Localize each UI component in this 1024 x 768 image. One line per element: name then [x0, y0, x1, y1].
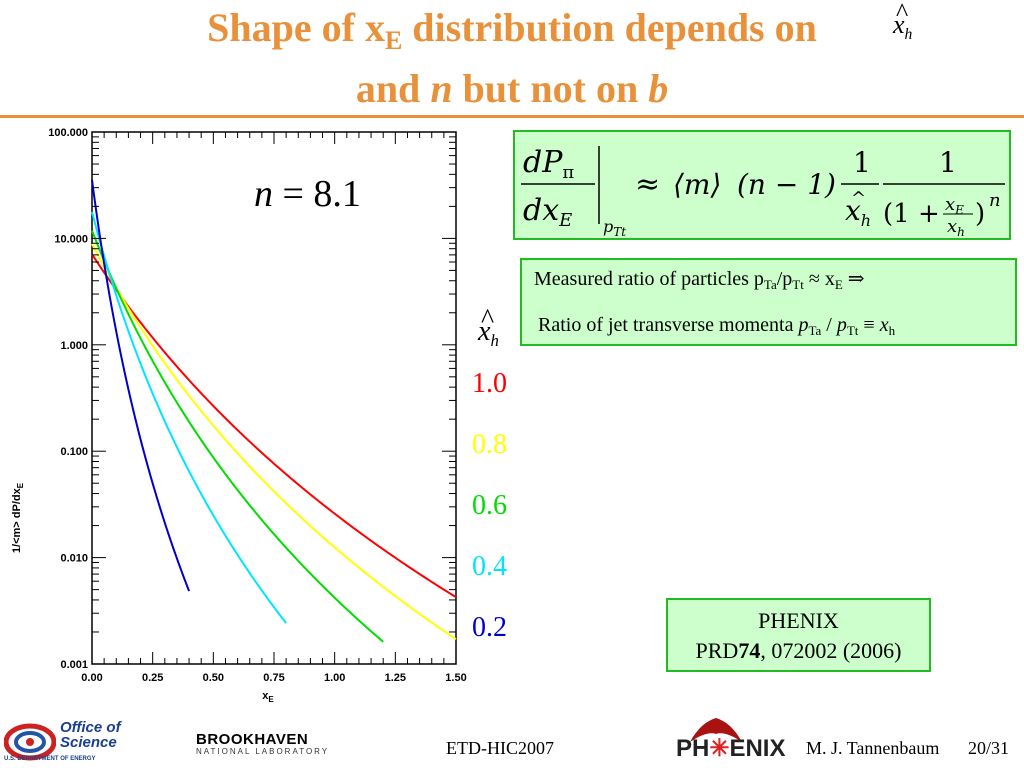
page-number: 20/31 [968, 738, 1010, 758]
curve-xh-0.4 [91, 211, 287, 624]
curve-xh-0.6 [91, 230, 384, 643]
y-axis-label: 1/<m> dP/dxE [11, 482, 25, 553]
legend-value-0.4: 0.4 [472, 551, 507, 582]
curve-xh-0.8 [91, 243, 457, 641]
curve-xh-0.2 [91, 179, 191, 592]
formula-equation: dPπ dxE pTt ≈ ⟨m⟩ (n − 1) 1 xh ^ 1 (1 + … [521, 145, 1005, 239]
slide-title: Shape of xE distribution depends on and … [0, 4, 1024, 113]
x-tick-label: 1.50 [445, 672, 466, 684]
x-tick-label: 0.25 [142, 672, 163, 684]
y-tick-label: 100.000 [48, 127, 88, 139]
office-line-2: Science [60, 734, 117, 751]
formula-approx: ≈ [635, 167, 660, 202]
phenix-logo-text-a: PH [676, 735, 710, 762]
y-tick-label: 0.001 [60, 659, 88, 671]
y-tick-label: 0.010 [60, 553, 88, 565]
x-tick-label: 1.25 [385, 672, 406, 684]
phenix-logo-text-b: ENIX [729, 735, 786, 762]
formula-n-minus-1: (n − 1) [737, 168, 836, 201]
y-tick-label: 0.100 [60, 446, 88, 458]
curve-xh-1.0 [91, 253, 457, 599]
formula-lhs-num: dPπ [523, 145, 574, 183]
ratio-line-1: Measured ratio of particles pTa/pTt ≈ xE… [534, 268, 865, 292]
formula-exponent: n [989, 190, 1001, 211]
formula-frac-num: xE [945, 194, 964, 217]
xhat-legend-heading: ^ xh [478, 304, 499, 350]
formula-denom-open: (1 + [883, 199, 940, 229]
reference-box: PHENIX PRD74, 072002 (2006) [666, 598, 931, 672]
x-tick-label: 0.00 [81, 672, 102, 684]
office-line-1: Office of [60, 719, 121, 736]
x-axis-label: xE [262, 690, 274, 704]
office-of-science-logo: Office of Science U.S. DEPARTMENT OF ENE… [4, 720, 154, 764]
formula-eval-sub: pTt [603, 217, 626, 238]
formula-one-b: 1 [939, 146, 957, 179]
phenix-star-icon: ✳ [709, 735, 730, 762]
formula-lhs-den: dxE [523, 193, 572, 231]
reference-line-2: PRD74, 072002 (2006) [695, 638, 902, 663]
formula-xh: xh [845, 194, 871, 230]
plot-ticks [91, 132, 457, 665]
formula-one-a: 1 [853, 146, 871, 179]
x-tick-label: 1.00 [324, 672, 345, 684]
title-line-2: and n but not on b [355, 66, 669, 111]
y-tick-label: 1.000 [60, 340, 88, 352]
svg-text:^: ^ [851, 188, 866, 209]
legend-value-1.0: 1.0 [472, 368, 507, 399]
conference-name: ETD-HIC2007 [446, 738, 554, 758]
phoenix-bird-icon [690, 718, 742, 742]
y-tick-label: 10.000 [54, 233, 88, 245]
phenix-logo: PH✳ENIX [676, 716, 800, 764]
doe-swirl-icon [4, 723, 56, 761]
formula-frac-den: xh [947, 216, 965, 238]
ratio-box: Measured ratio of particles pTa/pTt ≈ xE… [520, 258, 1017, 346]
ratio-line-2: Ratio of jet transverse momenta pTa / pT… [538, 314, 896, 338]
bnl-line-2: NATIONAL LABORATORY [196, 747, 330, 756]
legend-value-0.8: 0.8 [472, 429, 507, 460]
plot-curves [91, 179, 457, 643]
author-name: M. J. Tannenbaum [806, 738, 940, 758]
legend-value-0.2: 0.2 [472, 612, 507, 643]
n-value-label: n = 8.1 [254, 173, 361, 215]
formula-denom-close: ) [975, 199, 985, 229]
reference-line-1: PHENIX [758, 608, 839, 633]
title-line-1: Shape of xE distribution depends on [207, 5, 817, 55]
formula-mean-m: ⟨m⟩ [673, 168, 721, 201]
brookhaven-logo: BROOKHAVEN NATIONAL LABORATORY [196, 732, 336, 762]
formula-box: dPπ dxE pTt ≈ ⟨m⟩ (n − 1) 1 xh ^ 1 (1 + … [513, 130, 1011, 240]
xhat-title-symbol: ^ xh [893, 0, 913, 43]
legend-value-0.6: 0.6 [472, 490, 507, 521]
title-divider [0, 115, 1024, 118]
x-tick-label: 0.75 [263, 672, 284, 684]
office-line-3: U.S. DEPARTMENT OF ENERGY [4, 756, 96, 762]
x-tick-label: 0.50 [203, 672, 224, 684]
bnl-line-1: BROOKHAVEN [196, 731, 309, 748]
